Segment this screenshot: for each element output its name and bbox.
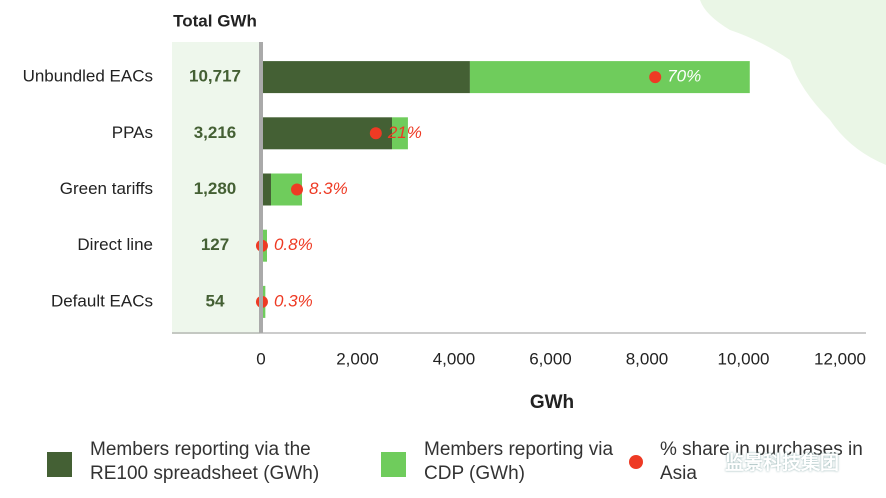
map-decoration bbox=[700, 0, 886, 165]
totals-title: Total GWh bbox=[173, 11, 257, 30]
total-label: 10,717 bbox=[189, 67, 241, 86]
total-label: 127 bbox=[201, 235, 229, 254]
totals-band bbox=[172, 42, 260, 334]
bar-segment bbox=[261, 173, 271, 206]
y-tick-label: Direct line bbox=[77, 235, 153, 254]
dot bbox=[649, 71, 662, 84]
legend-label: Members reporting via CDP (GWh) bbox=[424, 439, 614, 484]
x-tick-label: 8,000 bbox=[626, 349, 669, 368]
legend-swatch bbox=[381, 452, 406, 477]
bar-segment bbox=[469, 61, 750, 94]
y-tick-label: Green tariffs bbox=[60, 179, 153, 198]
legend-label: Members reporting via the RE100 spreadsh… bbox=[90, 439, 320, 484]
y-tick-label: PPAs bbox=[112, 123, 153, 142]
watermark: 监景科技集团 bbox=[725, 453, 840, 474]
x-tick-label: 2,000 bbox=[336, 349, 379, 368]
bar-segment bbox=[391, 117, 408, 150]
total-label: 1,280 bbox=[194, 179, 237, 198]
dot bbox=[290, 183, 303, 196]
x-tick-label: 0 bbox=[256, 349, 265, 368]
dot-label: 21% bbox=[387, 123, 422, 142]
x-tick-label: 4,000 bbox=[433, 349, 476, 368]
x-tick-label: 12,000 bbox=[814, 349, 866, 368]
y-tick-label: Unbundled EACs bbox=[23, 67, 153, 86]
total-label: 3,216 bbox=[194, 123, 237, 142]
y-tick-label: Default EACs bbox=[51, 291, 153, 310]
dot-label: 0.8% bbox=[274, 235, 313, 254]
legend-swatch bbox=[629, 455, 643, 469]
dot bbox=[369, 127, 382, 140]
x-tick-label: 6,000 bbox=[529, 349, 572, 368]
legend-label: % share in purchases in Asia bbox=[660, 439, 863, 484]
legend-swatch bbox=[47, 452, 72, 477]
dot-label: 8.3% bbox=[309, 179, 348, 198]
x-axis-label: GWh bbox=[530, 392, 574, 413]
dot-label: 0.3% bbox=[274, 291, 313, 310]
x-tick-label: 10,000 bbox=[718, 349, 770, 368]
total-label: 54 bbox=[206, 291, 225, 310]
bar-segment bbox=[261, 61, 470, 94]
dot-label: 70% bbox=[667, 67, 701, 86]
